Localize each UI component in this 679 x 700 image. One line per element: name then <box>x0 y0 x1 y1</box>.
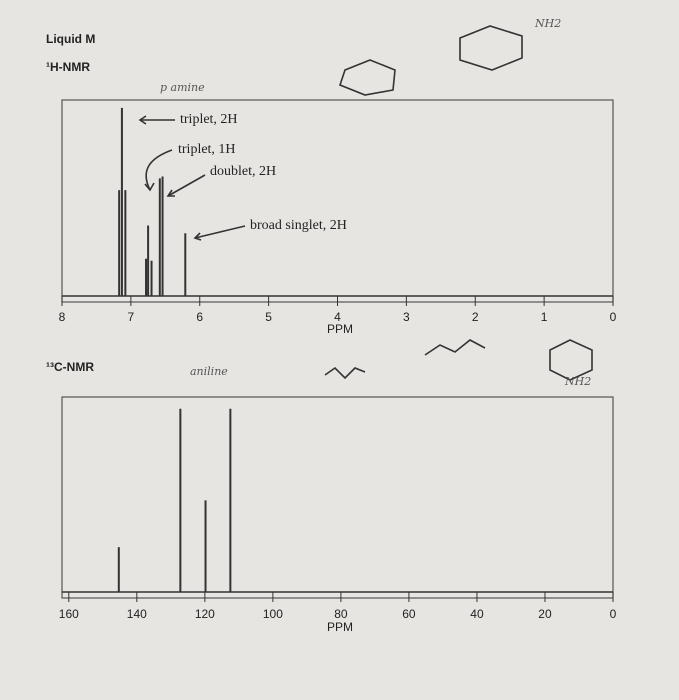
x-tick-label: 160 <box>59 607 79 621</box>
x-tick-label: 0 <box>610 310 617 324</box>
plot-frame <box>61 396 614 599</box>
annotation: broad singlet, 2H <box>250 218 347 233</box>
chain-sketch <box>424 339 486 356</box>
x-tick-label: 20 <box>538 607 552 621</box>
x-tick-label: 120 <box>195 607 215 621</box>
x-tick-label: 1 <box>541 310 548 324</box>
x-tick-label: 8 <box>59 310 66 324</box>
x-axis-label: PPM <box>327 620 353 634</box>
x-tick-label: 7 <box>128 310 135 324</box>
annotation: triplet, 2H <box>180 112 238 127</box>
chart-title: ¹³C-NMR <box>46 360 94 374</box>
x-tick-label: 4 <box>334 310 341 324</box>
benzene-sketch <box>459 25 523 71</box>
chart-title: ¹H-NMR <box>46 60 90 74</box>
handwritten-note: p amine <box>160 81 205 94</box>
x-tick-label: 5 <box>265 310 272 324</box>
page-title: Liquid M <box>46 32 95 46</box>
x-tick-label: 0 <box>610 607 617 621</box>
x-tick-label: 140 <box>127 607 147 621</box>
x-tick-label: 40 <box>470 607 484 621</box>
annotation: triplet, 1H <box>178 142 236 157</box>
x-tick-label: 2 <box>472 310 479 324</box>
annotation: doublet, 2H <box>210 164 276 179</box>
x-tick-label: 80 <box>334 607 348 621</box>
handwritten-note: NH2 <box>564 375 591 388</box>
benzene-sketch <box>549 339 593 381</box>
x-tick-label: 100 <box>263 607 283 621</box>
handwritten-note: NH2 <box>534 17 561 30</box>
ring-sketch <box>339 59 396 96</box>
x-tick-label: 3 <box>403 310 410 324</box>
chain-sketch <box>324 366 366 380</box>
arrows <box>138 115 246 241</box>
handwritten-note: aniline <box>190 365 228 378</box>
x-axis-label: PPM <box>327 322 353 336</box>
x-tick-label: 60 <box>402 607 416 621</box>
x-tick-label: 6 <box>196 310 203 324</box>
